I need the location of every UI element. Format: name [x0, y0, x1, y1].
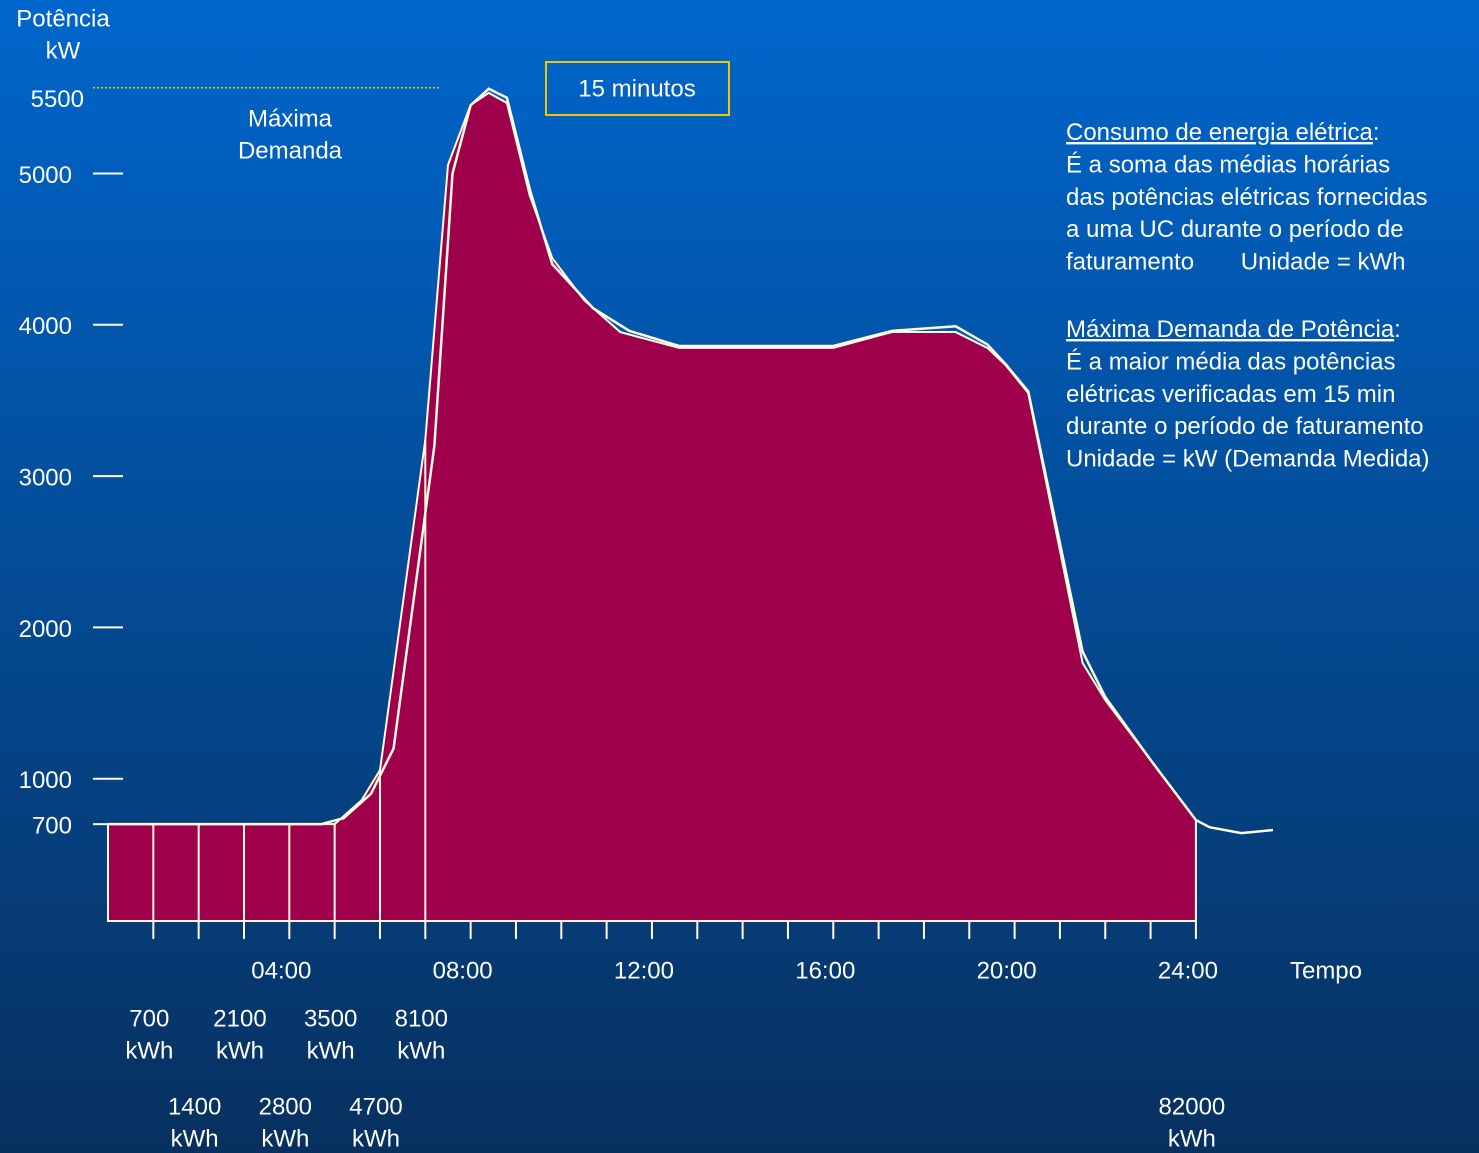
energy-value: 4700: [349, 1093, 402, 1120]
x-tick-label: 16:00: [795, 957, 855, 984]
y-tick-label: 1000: [19, 767, 72, 794]
definition-line: Unidade = kW (Demanda Medida): [1066, 446, 1430, 473]
energy-value: 700: [129, 1005, 169, 1032]
energy-unit: kWh: [171, 1125, 219, 1152]
energy-value: 1400: [168, 1093, 221, 1120]
y-title: Potência: [16, 5, 110, 32]
x-tick-label: 24:00: [1158, 957, 1218, 984]
y-tick-label: 5500: [31, 86, 84, 113]
load-curve: [108, 87, 1274, 835]
definition-line: É a soma das médias horárias: [1066, 152, 1390, 179]
x-tick-label: 12:00: [614, 957, 674, 984]
y-tick-label: 5000: [19, 162, 72, 189]
annotation: Máxima: [248, 105, 333, 132]
energy-unit: kWh: [216, 1037, 264, 1064]
y-title: kW: [46, 37, 81, 64]
term-suffix: :: [1373, 119, 1380, 146]
energy-unit: kWh: [261, 1125, 309, 1152]
box-label: 15 minutos: [578, 75, 695, 102]
x-tick-label: 20:00: [977, 957, 1037, 984]
definition-line: faturamento Unidade = kWh: [1066, 249, 1406, 276]
x-title: Tempo: [1290, 957, 1362, 984]
annotation: Demanda: [238, 137, 343, 164]
x-tick-label: 08:00: [433, 957, 493, 984]
definition-line: É a maior média das potências: [1066, 349, 1396, 376]
area: [107, 91, 1197, 922]
energy-unit: kWh: [397, 1037, 445, 1064]
energy-unit: kWh: [352, 1125, 400, 1152]
box: [545, 61, 730, 116]
energy-value: 3500: [304, 1005, 357, 1032]
definition-line: durante o período de faturamento: [1066, 413, 1424, 440]
y-tick-label: 2000: [19, 616, 72, 643]
definition-term: Máxima Demanda de Potência:: [1066, 316, 1401, 343]
term: Máxima Demanda de Potência: [1066, 316, 1395, 343]
definition-term: Consumo de energia elétrica:: [1066, 119, 1380, 146]
energy-unit: kWh: [307, 1037, 355, 1064]
energy-unit: kWh: [125, 1037, 173, 1064]
energy-value: 2800: [259, 1093, 312, 1120]
term-suffix: :: [1394, 316, 1401, 343]
definition-line: das potências elétricas fornecidas: [1066, 184, 1428, 211]
energy-value: 8100: [395, 1005, 448, 1032]
y-tick-label: 700: [32, 812, 72, 839]
y-tick-label: 4000: [19, 313, 72, 340]
x-tick-label: 04:00: [251, 957, 311, 984]
term: Consumo de energia elétrica: [1066, 119, 1373, 146]
energy-unit: kWh: [1168, 1125, 1216, 1152]
definition-line: a uma UC durante o período de: [1066, 216, 1404, 243]
energy-value: 2100: [213, 1005, 266, 1032]
definition-line: elétricas verificadas em 15 min: [1066, 381, 1395, 408]
energy-value: 82000: [1159, 1093, 1226, 1120]
y-tick-label: 3000: [19, 464, 72, 491]
